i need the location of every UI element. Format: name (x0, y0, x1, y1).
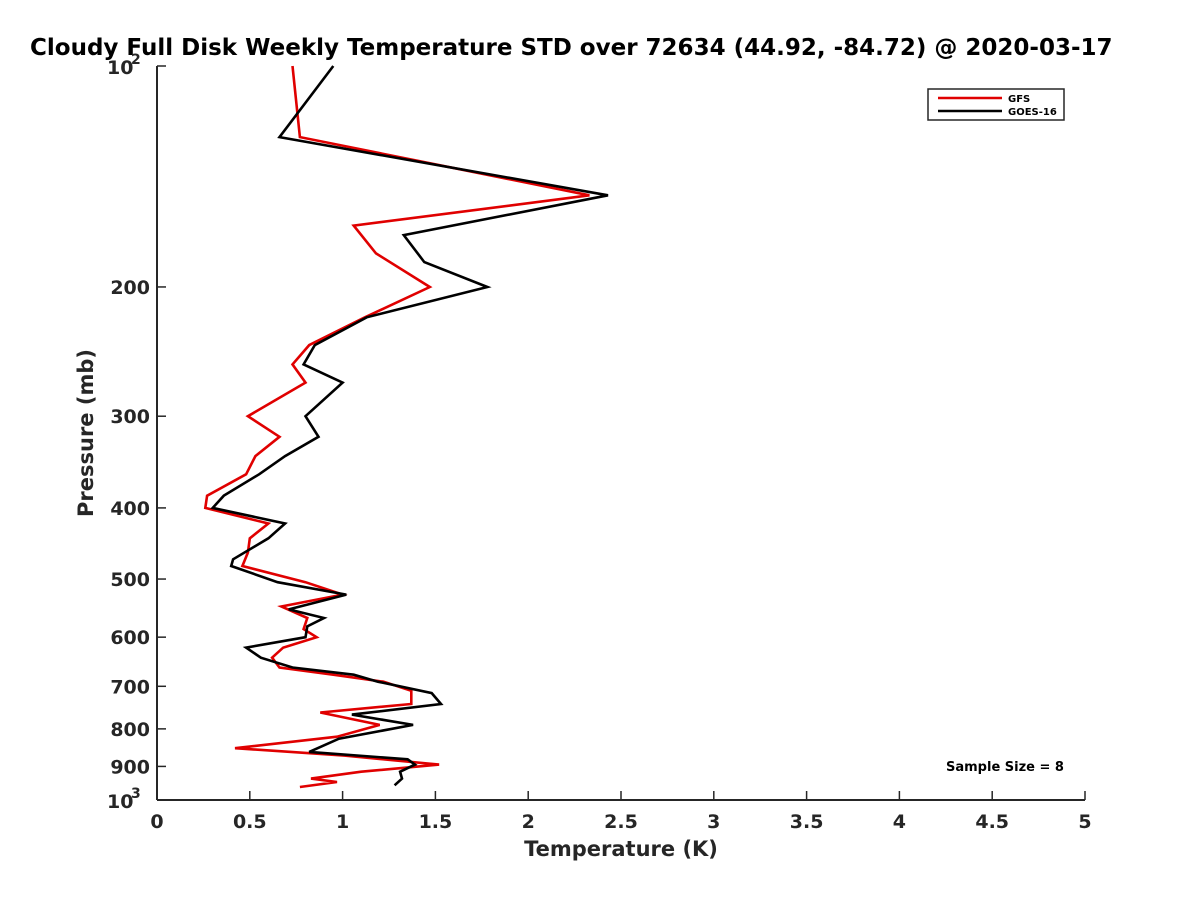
series-layer (203, 65, 609, 789)
legend-label-goes-16: GOES-16 (1008, 107, 1057, 118)
y-tick-exponent: 2 (131, 52, 141, 68)
y-tick-label: 500 (110, 569, 150, 591)
y-tick-label: 400 (110, 498, 150, 520)
x-tick-label: 4.5 (975, 811, 1009, 833)
x-tick-label: 2.5 (604, 811, 638, 833)
y-tick-label: 200 (110, 277, 150, 299)
sample-size-annotation: Sample Size = 8 (946, 760, 1064, 775)
series-line-goes-16 (210, 65, 609, 787)
x-tick-label: 1.5 (419, 811, 453, 833)
x-tick-label: 4 (893, 811, 906, 833)
y-axis-label: Pressure (mb) (74, 349, 98, 517)
plot-area (156, 66, 1085, 801)
series-line-gfs (203, 65, 590, 789)
y-tick-label: 700 (110, 676, 150, 698)
x-tick-label: 2 (522, 811, 535, 833)
legend: GFS GOES-16 (927, 88, 1065, 121)
x-axis-label: Temperature (K) (524, 837, 718, 861)
x-tick-label: 3 (707, 811, 720, 833)
legend-label-gfs: GFS (1008, 94, 1030, 105)
x-tick-label: 1 (336, 811, 349, 833)
x-tick-label: 5 (1078, 811, 1091, 833)
chart-title: Cloudy Full Disk Weekly Temperature STD … (30, 35, 1113, 61)
y-tick-exponent: 3 (131, 786, 141, 802)
y-tick-label: 600 (110, 627, 150, 649)
legend-box (927, 88, 1065, 121)
x-axis-ticks: 0 0.5 1 1.5 2 2.5 3 3.5 4 4.5 5 (150, 791, 1092, 833)
y-tick-label: 300 (110, 406, 150, 428)
y-tick-label: 900 (110, 756, 150, 778)
x-tick-label: 0 (150, 811, 163, 833)
y-tick-label: 10 (107, 57, 133, 79)
x-tick-label: 3.5 (790, 811, 824, 833)
x-tick-label: 0.5 (233, 811, 267, 833)
y-tick-label: 800 (110, 719, 150, 741)
y-tick-label: 10 (107, 791, 133, 813)
